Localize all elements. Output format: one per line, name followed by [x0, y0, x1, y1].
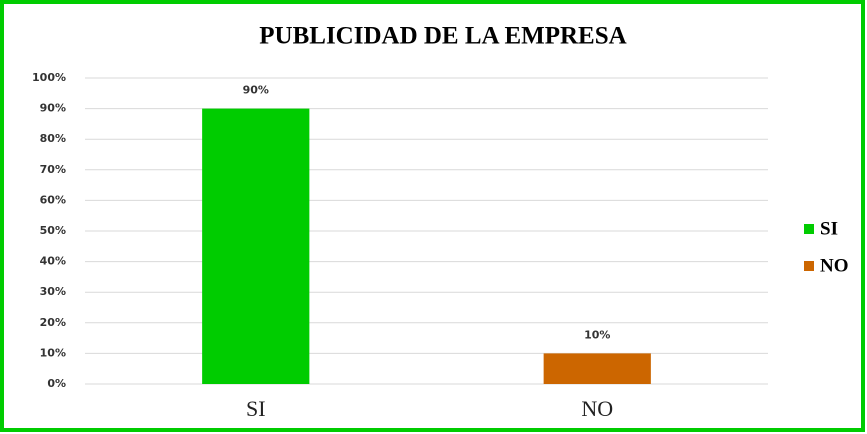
- y-tick-label: 0%: [47, 377, 66, 390]
- y-tick-label: 90%: [40, 102, 66, 115]
- y-tick-label: 80%: [40, 132, 66, 145]
- data-label: 10%: [584, 328, 610, 341]
- legend-label: NO: [820, 255, 849, 276]
- bar: [202, 108, 310, 384]
- x-tick-label: NO: [581, 396, 613, 421]
- legend-label: SI: [820, 218, 838, 239]
- y-tick-label: 10%: [40, 346, 66, 359]
- y-tick-label: 30%: [40, 285, 66, 298]
- x-tick-label: SI: [246, 396, 266, 421]
- data-label: 90%: [243, 84, 269, 97]
- y-tick-label: 100%: [32, 71, 66, 84]
- y-tick-label: 60%: [40, 193, 66, 206]
- y-tick-label: 40%: [40, 255, 66, 268]
- legend-swatch: [804, 224, 814, 234]
- y-tick-label: 70%: [40, 163, 66, 176]
- y-tick-label: 20%: [40, 316, 66, 329]
- y-tick-label: 50%: [40, 224, 66, 237]
- chart-title: PUBLICIDAD DE LA EMPRESA: [259, 23, 626, 50]
- legend-swatch: [804, 261, 814, 271]
- bar: [543, 353, 651, 384]
